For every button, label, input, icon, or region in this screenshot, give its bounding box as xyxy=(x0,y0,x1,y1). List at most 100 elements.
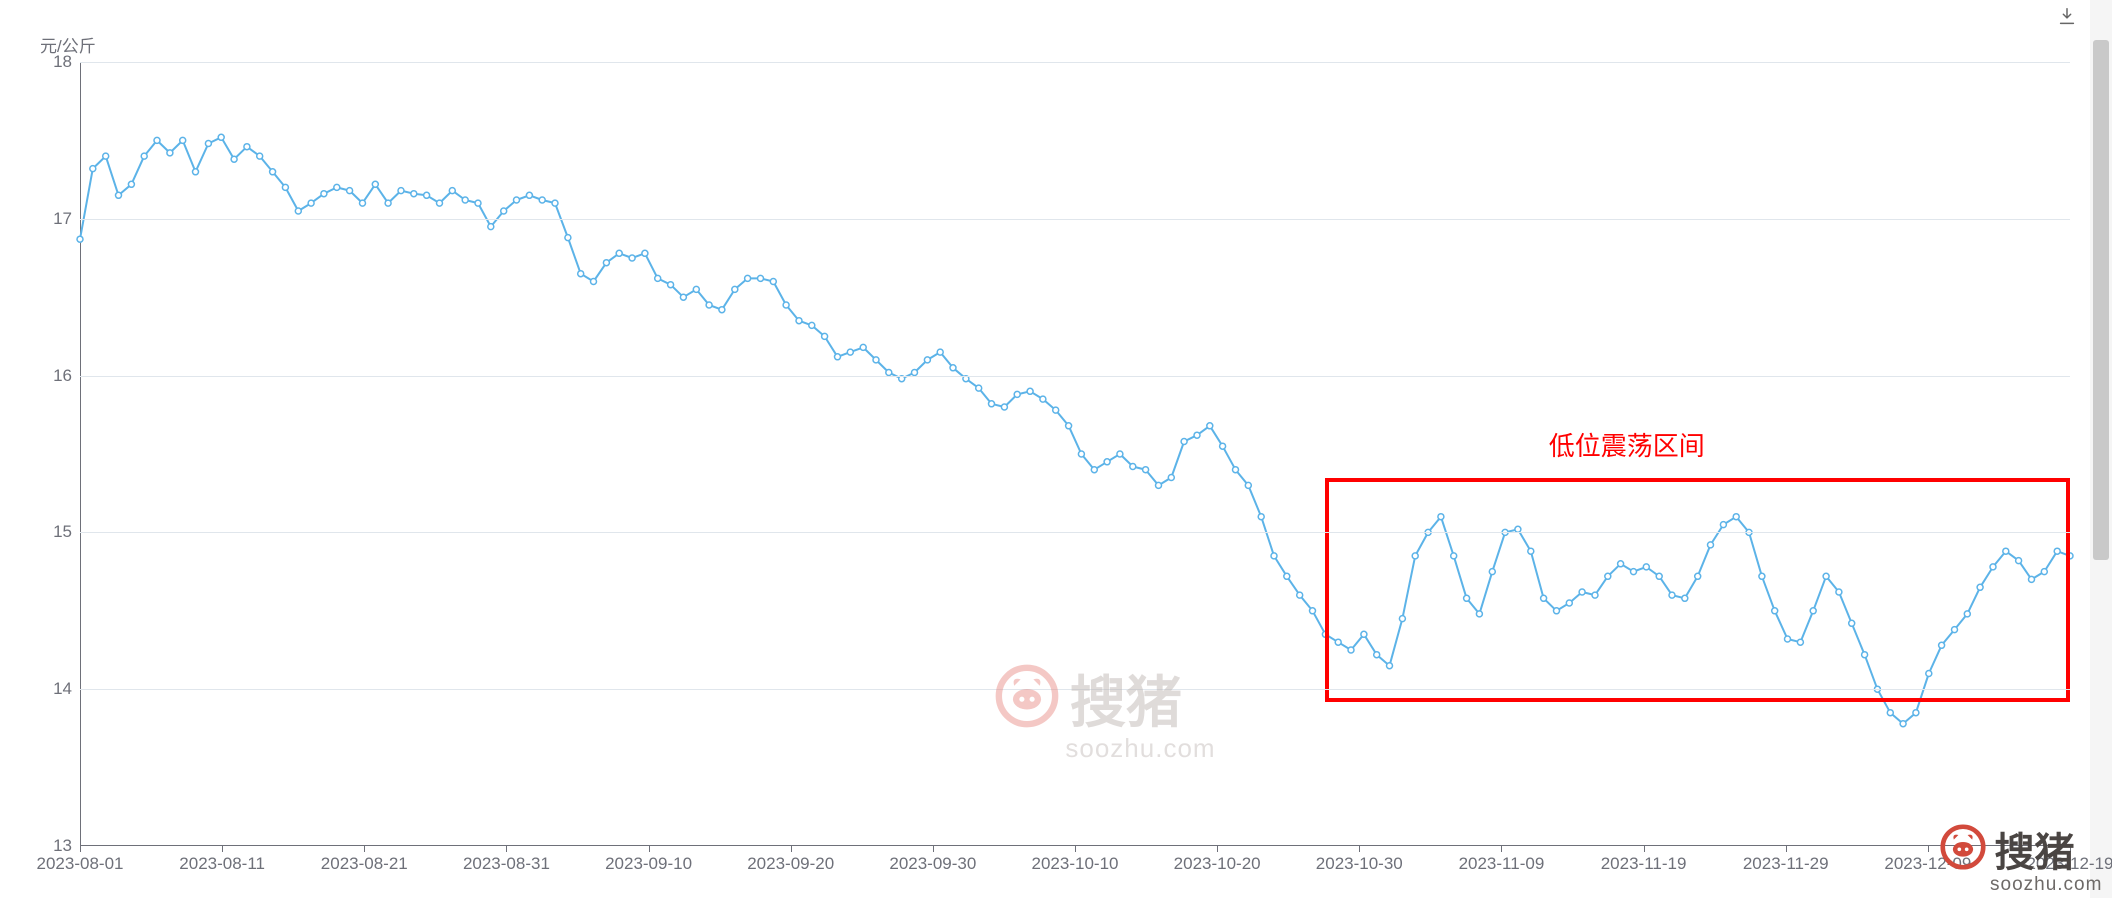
data-point[interactable] xyxy=(205,141,211,147)
data-point[interactable] xyxy=(437,200,443,206)
data-point[interactable] xyxy=(1887,710,1893,716)
data-point[interactable] xyxy=(514,197,520,203)
data-point[interactable] xyxy=(706,302,712,308)
data-point[interactable] xyxy=(116,192,122,198)
data-point[interactable] xyxy=(501,208,507,214)
data-point[interactable] xyxy=(822,333,828,339)
data-point[interactable] xyxy=(924,357,930,363)
data-point[interactable] xyxy=(1245,482,1251,488)
data-point[interactable] xyxy=(693,286,699,292)
data-point[interactable] xyxy=(231,156,237,162)
data-point[interactable] xyxy=(141,153,147,159)
data-point[interactable] xyxy=(347,188,353,194)
data-point[interactable] xyxy=(398,188,404,194)
data-point[interactable] xyxy=(1091,467,1097,473)
data-point[interactable] xyxy=(411,191,417,197)
data-point[interactable] xyxy=(899,376,905,382)
data-point[interactable] xyxy=(1181,439,1187,445)
data-point[interactable] xyxy=(860,344,866,350)
data-point[interactable] xyxy=(835,354,841,360)
data-point[interactable] xyxy=(475,200,481,206)
data-point[interactable] xyxy=(103,153,109,159)
data-point[interactable] xyxy=(462,197,468,203)
data-point[interactable] xyxy=(1220,443,1226,449)
data-point[interactable] xyxy=(257,153,263,159)
data-point[interactable] xyxy=(642,250,648,256)
data-point[interactable] xyxy=(1194,432,1200,438)
data-point[interactable] xyxy=(385,200,391,206)
data-point[interactable] xyxy=(488,224,494,230)
data-point[interactable] xyxy=(578,271,584,277)
data-point[interactable] xyxy=(180,137,186,143)
data-point[interactable] xyxy=(1104,459,1110,465)
data-point[interactable] xyxy=(1066,423,1072,429)
data-point[interactable] xyxy=(963,376,969,382)
data-point[interactable] xyxy=(1053,407,1059,413)
data-point[interactable] xyxy=(1117,451,1123,457)
data-point[interactable] xyxy=(655,275,661,281)
data-point[interactable] xyxy=(847,349,853,355)
data-point[interactable] xyxy=(603,260,609,266)
data-point[interactable] xyxy=(1258,514,1264,520)
data-point[interactable] xyxy=(1168,475,1174,481)
data-point[interactable] xyxy=(244,144,250,150)
data-point[interactable] xyxy=(167,150,173,156)
data-point[interactable] xyxy=(1130,464,1136,470)
data-point[interactable] xyxy=(218,134,224,140)
data-point[interactable] xyxy=(976,385,982,391)
download-button[interactable] xyxy=(2056,6,2078,28)
data-point[interactable] xyxy=(616,250,622,256)
data-point[interactable] xyxy=(1040,396,1046,402)
data-point[interactable] xyxy=(770,279,776,285)
data-point[interactable] xyxy=(282,184,288,190)
data-point[interactable] xyxy=(334,184,340,190)
data-point[interactable] xyxy=(1001,404,1007,410)
data-point[interactable] xyxy=(77,236,83,242)
data-point[interactable] xyxy=(308,200,314,206)
data-point[interactable] xyxy=(270,169,276,175)
data-point[interactable] xyxy=(732,286,738,292)
vertical-scrollbar[interactable] xyxy=(2090,0,2112,898)
data-point[interactable] xyxy=(321,191,327,197)
data-point[interactable] xyxy=(783,302,789,308)
data-point[interactable] xyxy=(937,349,943,355)
data-point[interactable] xyxy=(873,357,879,363)
data-point[interactable] xyxy=(629,255,635,261)
data-point[interactable] xyxy=(1284,573,1290,579)
data-point[interactable] xyxy=(526,192,532,198)
scrollbar-thumb[interactable] xyxy=(2093,40,2109,560)
data-point[interactable] xyxy=(1207,423,1213,429)
data-point[interactable] xyxy=(591,279,597,285)
data-point[interactable] xyxy=(1913,710,1919,716)
data-point[interactable] xyxy=(950,365,956,371)
data-point[interactable] xyxy=(796,318,802,324)
data-point[interactable] xyxy=(552,200,558,206)
data-point[interactable] xyxy=(668,282,674,288)
data-point[interactable] xyxy=(1156,482,1162,488)
data-point[interactable] xyxy=(1271,553,1277,559)
data-point[interactable] xyxy=(1900,721,1906,727)
data-point[interactable] xyxy=(128,181,134,187)
data-point[interactable] xyxy=(193,169,199,175)
data-point[interactable] xyxy=(680,294,686,300)
data-point[interactable] xyxy=(449,188,455,194)
data-point[interactable] xyxy=(1310,608,1316,614)
data-point[interactable] xyxy=(154,137,160,143)
data-point[interactable] xyxy=(989,401,995,407)
data-point[interactable] xyxy=(809,322,815,328)
data-point[interactable] xyxy=(360,200,366,206)
data-point[interactable] xyxy=(719,307,725,313)
data-point[interactable] xyxy=(539,197,545,203)
data-point[interactable] xyxy=(1078,451,1084,457)
data-point[interactable] xyxy=(424,192,430,198)
data-point[interactable] xyxy=(886,370,892,376)
data-point[interactable] xyxy=(565,235,571,241)
data-point[interactable] xyxy=(372,181,378,187)
data-point[interactable] xyxy=(745,275,751,281)
data-point[interactable] xyxy=(1027,388,1033,394)
data-point[interactable] xyxy=(1143,467,1149,473)
data-point[interactable] xyxy=(295,208,301,214)
data-point[interactable] xyxy=(1233,467,1239,473)
data-point[interactable] xyxy=(90,166,96,172)
data-point[interactable] xyxy=(758,275,764,281)
